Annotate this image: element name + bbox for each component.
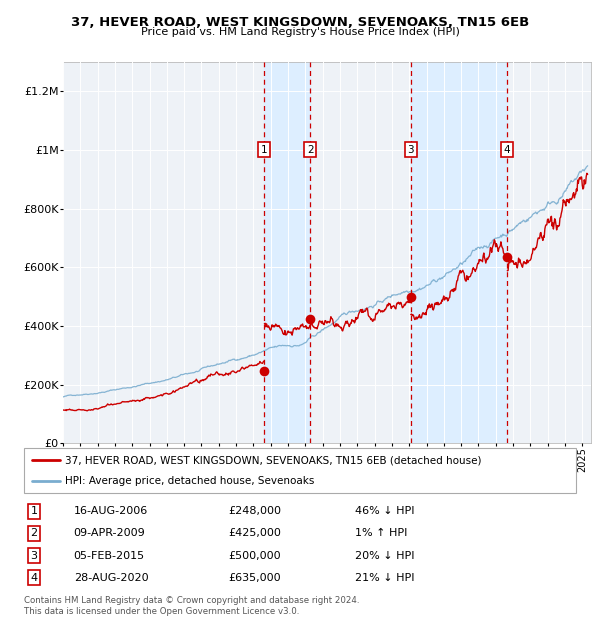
- Text: £425,000: £425,000: [228, 528, 281, 539]
- Text: 46% ↓ HPI: 46% ↓ HPI: [355, 507, 415, 516]
- Text: 1% ↑ HPI: 1% ↑ HPI: [355, 528, 407, 539]
- Text: £248,000: £248,000: [228, 507, 281, 516]
- Text: 1: 1: [31, 507, 37, 516]
- Bar: [411, 62, 507, 443]
- Text: 05-FEB-2015: 05-FEB-2015: [74, 551, 145, 560]
- Text: 37, HEVER ROAD, WEST KINGSDOWN, SEVENOAKS, TN15 6EB: 37, HEVER ROAD, WEST KINGSDOWN, SEVENOAK…: [71, 16, 529, 29]
- Text: 2: 2: [31, 528, 37, 539]
- Text: 09-APR-2009: 09-APR-2009: [74, 528, 145, 539]
- Text: 37, HEVER ROAD, WEST KINGSDOWN, SEVENOAKS, TN15 6EB (detached house): 37, HEVER ROAD, WEST KINGSDOWN, SEVENOAK…: [65, 455, 482, 466]
- Text: 20% ↓ HPI: 20% ↓ HPI: [355, 551, 415, 560]
- Text: 4: 4: [504, 144, 511, 155]
- Text: £635,000: £635,000: [228, 573, 281, 583]
- Text: 16-AUG-2006: 16-AUG-2006: [74, 507, 148, 516]
- Text: HPI: Average price, detached house, Sevenoaks: HPI: Average price, detached house, Seve…: [65, 476, 315, 486]
- Text: 3: 3: [407, 144, 414, 155]
- Text: 4: 4: [31, 573, 37, 583]
- Text: Contains HM Land Registry data © Crown copyright and database right 2024.
This d: Contains HM Land Registry data © Crown c…: [24, 596, 359, 616]
- Text: 3: 3: [31, 551, 37, 560]
- Text: 28-AUG-2020: 28-AUG-2020: [74, 573, 148, 583]
- FancyBboxPatch shape: [24, 448, 576, 493]
- Text: 2: 2: [307, 144, 313, 155]
- Text: Price paid vs. HM Land Registry's House Price Index (HPI): Price paid vs. HM Land Registry's House …: [140, 27, 460, 37]
- Bar: [264, 62, 310, 443]
- Text: 1: 1: [261, 144, 268, 155]
- Text: £500,000: £500,000: [228, 551, 281, 560]
- Text: 21% ↓ HPI: 21% ↓ HPI: [355, 573, 415, 583]
